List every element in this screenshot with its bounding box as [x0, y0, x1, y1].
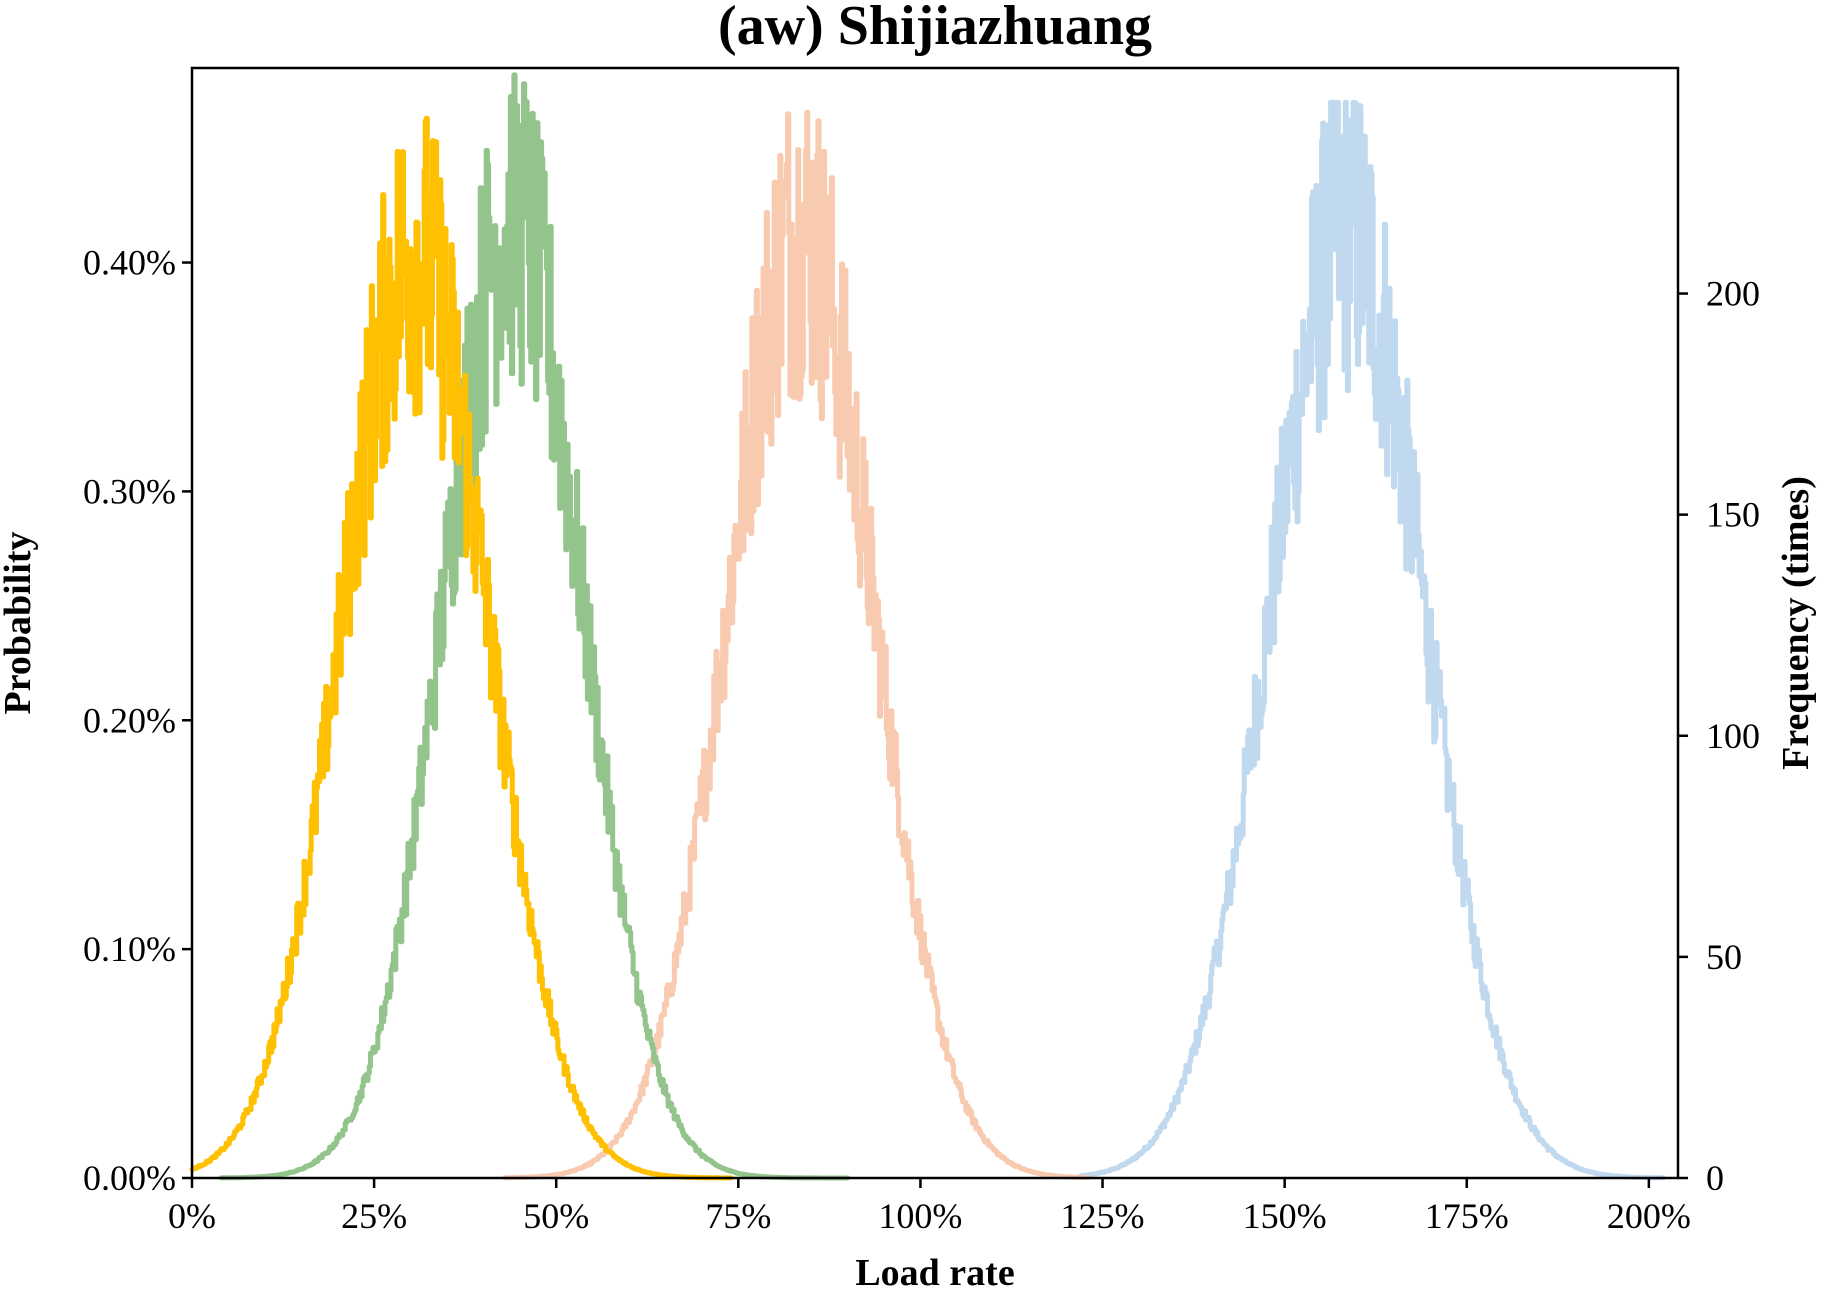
y-axis-right-label: Frequency (times) [1775, 476, 1817, 770]
y-tick-label: 0.40% [83, 243, 176, 283]
series-line-3 [218, 72, 851, 1181]
y-right-tick-label: 150 [1706, 495, 1760, 535]
x-tick-label: 50% [523, 1196, 589, 1236]
y-tick-label: 0.30% [83, 471, 176, 511]
x-tick-label: 125% [1061, 1196, 1145, 1236]
y-axis-label: Probability [0, 532, 39, 715]
x-tick-label: 25% [341, 1196, 407, 1236]
chart-title: (aw) Shijiazhuang [718, 0, 1152, 57]
x-axis-label: Load rate [855, 1252, 1014, 1294]
y-right-tick-label: 100 [1706, 716, 1760, 756]
y-tick-label: 0.10% [83, 929, 176, 969]
x-tick-label: 200% [1607, 1196, 1691, 1236]
y-right-tick-label: 50 [1706, 937, 1742, 977]
x-axis-ticks: 0% 25% 50% 75% 100% 125% 150% 175% 200% [168, 1178, 1691, 1236]
x-tick-label: 0% [168, 1196, 216, 1236]
plot-frame [190, 66, 1680, 1180]
y-axis-right-ticks: 0 50 100 150 200 [1678, 274, 1760, 1198]
y-axis-ticks: 0.00% 0.10% 0.20% 0.30% 0.40% [83, 243, 192, 1198]
x-tick-label: 75% [705, 1196, 771, 1236]
y-tick-label: 0.00% [83, 1158, 176, 1198]
y-right-tick-label: 200 [1706, 274, 1760, 314]
x-tick-label: 100% [878, 1196, 962, 1236]
series-line-2 [502, 110, 1091, 1181]
y-right-tick-label: 0 [1706, 1158, 1724, 1198]
series-layer [189, 72, 1666, 1181]
x-tick-label: 175% [1425, 1196, 1509, 1236]
y-tick-label: 0.20% [83, 700, 176, 740]
series-line-1 [1078, 99, 1666, 1181]
series-line-4 [189, 115, 734, 1181]
x-tick-label: 150% [1243, 1196, 1327, 1236]
